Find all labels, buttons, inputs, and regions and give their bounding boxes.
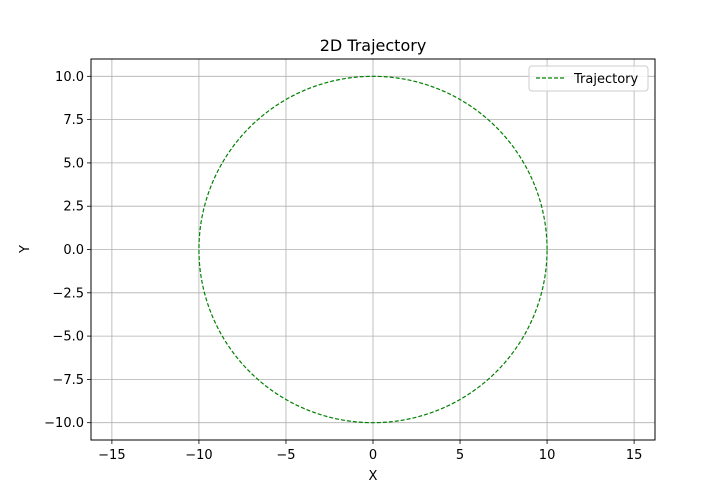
grid	[91, 59, 655, 440]
series-layer	[198, 75, 548, 424]
legend-label: Trajectory	[573, 72, 638, 87]
y-tick-label: −7.5	[52, 373, 84, 388]
x-tick-label: 0	[369, 448, 377, 463]
y-tick-label: −10.0	[44, 416, 84, 431]
x-tick-label: −15	[98, 448, 125, 463]
chart-title: 2D Trajectory	[320, 36, 427, 55]
y-axis-ticks: −10.0 −7.5 −5.0 −2.5 0.0 2.5 5.0 7.5 10.0	[44, 70, 91, 431]
x-tick-label: 10	[539, 448, 556, 463]
y-axis-label: Y	[18, 245, 33, 254]
x-axis-label: X	[369, 469, 378, 484]
x-axis-ticks: −15 −10 −5 0 5 10 15	[98, 440, 642, 463]
y-tick-label: 0.0	[63, 243, 84, 258]
y-tick-label: 5.0	[63, 156, 84, 171]
y-tick-label: 10.0	[55, 70, 84, 85]
x-tick-label: −5	[276, 448, 295, 463]
y-tick-label: 2.5	[63, 200, 84, 215]
y-tick-label: 7.5	[63, 113, 84, 128]
x-tick-label: −10	[185, 448, 212, 463]
legend-box	[528, 65, 649, 92]
legend: Trajectory	[528, 65, 649, 92]
series-trajectory-line	[198, 75, 548, 424]
x-tick-label: 5	[456, 448, 464, 463]
x-tick-label: 15	[626, 448, 643, 463]
y-tick-label: −5.0	[52, 330, 84, 345]
y-tick-label: −2.5	[52, 286, 84, 301]
